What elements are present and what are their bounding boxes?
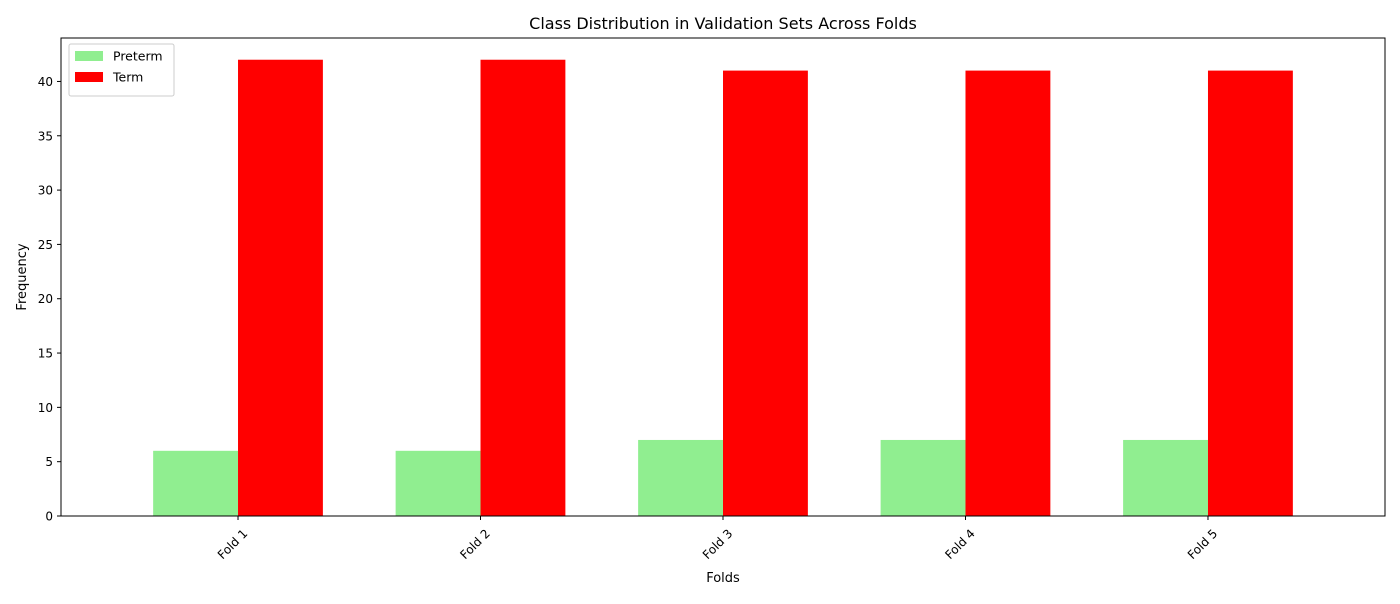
x-tick-label: Fold 2 — [457, 526, 493, 562]
y-tick-label: 25 — [38, 238, 53, 252]
y-axis-label: Frequency — [15, 243, 30, 310]
bar-preterm-2 — [395, 450, 481, 516]
bar-preterm-1 — [153, 450, 239, 516]
bars-layer — [153, 59, 1293, 517]
x-tick-label: Fold 5 — [1185, 526, 1221, 562]
x-axis-label: Folds — [706, 571, 740, 586]
legend-label-preterm: Preterm — [113, 49, 163, 64]
y-tick-label: 0 — [45, 510, 53, 524]
y-tick-label: 40 — [38, 75, 53, 89]
y-tick-label: 35 — [38, 129, 53, 143]
legend-label-term: Term — [112, 70, 143, 85]
legend-swatch-term — [75, 72, 103, 82]
bar-preterm-3 — [638, 439, 723, 516]
x-tick-label: Fold 1 — [215, 526, 251, 562]
y-tick-label: 30 — [38, 184, 53, 198]
bar-term-1 — [238, 59, 323, 517]
bar-term-4 — [965, 70, 1051, 516]
bar-term-5 — [1207, 70, 1293, 516]
y-tick-label: 10 — [38, 401, 53, 415]
y-tick-label: 5 — [45, 455, 53, 469]
x-tick-label: Fold 4 — [942, 526, 978, 562]
legend-swatch-preterm — [75, 51, 103, 61]
chart-title: Class Distribution in Validation Sets Ac… — [529, 14, 917, 33]
y-tick-label: 20 — [38, 292, 53, 306]
chart-legend: Preterm Term — [68, 43, 175, 97]
bar-term-2 — [480, 59, 566, 517]
bar-term-3 — [723, 70, 808, 516]
bar-preterm-5 — [1123, 439, 1208, 516]
bar-preterm-4 — [880, 439, 966, 516]
y-tick-label: 15 — [38, 347, 53, 361]
x-tick-label: Fold 3 — [700, 526, 736, 562]
